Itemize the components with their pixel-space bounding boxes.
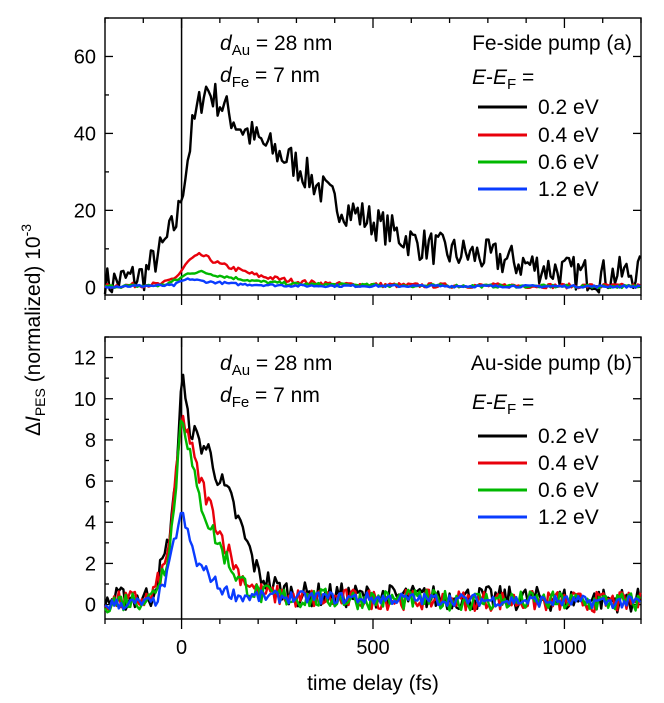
panel-b: 0 2 4 6 8 10 12 0 500 1000 dAu = 28 nm dFe = 7 n… (74, 336, 642, 659)
panel-b-legend-label-0: 0.2 eV (538, 425, 599, 448)
panel-b-series-3 (104, 511, 642, 611)
panel-b-legend-label-1: 0.4 eV (538, 452, 599, 475)
panel-b-y-tick-label-2: 4 (85, 512, 96, 534)
panel-b-x-tick-label-1: 500 (356, 637, 389, 659)
panel-b-y-tick-label-5: 10 (74, 389, 96, 411)
panel-b-x-ticks: 0 500 1000 (104, 337, 642, 659)
x-axis-title: time delay (fs) (307, 672, 439, 695)
panel-a-series-0 (103, 82, 642, 295)
panel-a-legend: 0.2 eV 0.4 eV 0.6 eV 1.2 eV (478, 96, 599, 201)
panel-b-x-tick-label-2: 1000 (542, 637, 587, 659)
panel-b-y-tick-label-1: 2 (85, 553, 96, 575)
panel-b-y-ticks: 0 2 4 6 8 10 12 (74, 336, 641, 617)
panel-b-pump-label: Au-side pump (b) (471, 352, 632, 375)
panel-a-legend-label-2: 0.6 eV (538, 151, 599, 174)
panel-b-y-tick-label-0: 0 (85, 595, 96, 617)
panel-b-series (103, 373, 642, 614)
panel-a-energy-label: E-EF = (472, 66, 534, 93)
panel-a-legend-label-3: 1.2 eV (538, 178, 599, 201)
panel-a-series-3 (104, 277, 641, 289)
panel-a-pump-label: Fe-side pump (a) (472, 32, 632, 55)
panel-a-d-au-label: dAu = 28 nm (220, 32, 332, 59)
panel-a-d-fe-label: dFe = 7 nm (220, 64, 320, 91)
panel-b-y-tick-label-6: 12 (74, 348, 96, 370)
panel-b-x-tick-label-0: 0 (176, 637, 187, 659)
panel-b-legend: 0.2 eV 0.4 eV 0.6 eV 1.2 eV (478, 425, 599, 529)
panel-b-d-fe-label: dFe = 7 nm (220, 384, 320, 411)
panel-b-energy-label: E-EF = (472, 391, 534, 418)
panel-a-y-tick-label-3: 60 (74, 46, 96, 68)
panel-a-legend-label-0: 0.2 eV (538, 96, 599, 119)
panel-a-legend-label-1: 0.4 eV (538, 124, 599, 147)
panel-a-y-tick-label-1: 20 (74, 200, 96, 222)
panel-a-y-ticks: 0 20 40 60 (74, 17, 641, 299)
panel-a-series (103, 82, 642, 295)
y-axis-title: ΔIPES (normalized) 10-3 (18, 224, 48, 436)
panel-a: 0 20 40 60 dAu = 28 nm dFe = 7 nm Fe-side p… (74, 17, 642, 305)
panel-b-legend-label-3: 1.2 eV (538, 506, 599, 529)
panel-b-series-2 (103, 419, 642, 614)
panel-b-d-au-label: dAu = 28 nm (220, 352, 332, 379)
panel-b-frame (104, 336, 642, 620)
panel-b-legend-label-2: 0.6 eV (538, 479, 599, 502)
panel-b-y-tick-label-4: 8 (85, 430, 96, 452)
panel-a-y-tick-label-0: 0 (85, 277, 96, 299)
panel-b-y-tick-label-3: 6 (85, 471, 96, 493)
panel-a-y-tick-label-2: 40 (74, 123, 96, 145)
